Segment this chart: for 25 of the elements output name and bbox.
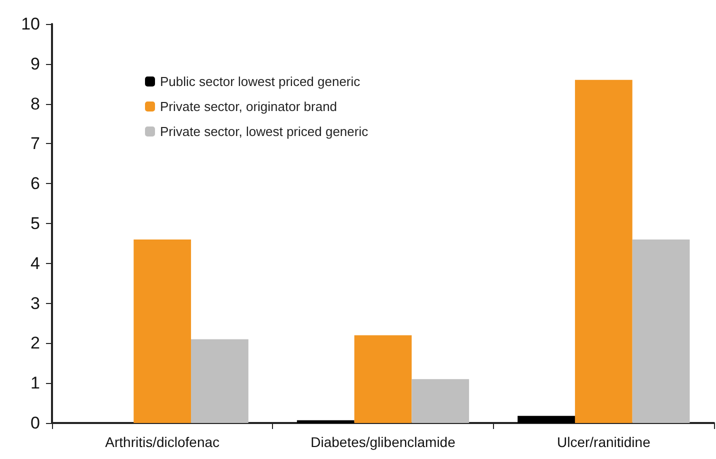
y-tick-label: 1	[30, 374, 40, 393]
y-tick-label: 10	[21, 14, 40, 34]
x-tick-label: Diabetes/glibenclamide	[310, 434, 456, 450]
bar	[354, 335, 412, 423]
bar	[134, 239, 192, 423]
y-tick-label: 9	[30, 54, 40, 74]
legend-label: Private sector, originator brand	[160, 99, 338, 114]
y-tick-label: 2	[30, 334, 40, 353]
y-tick-label: 7	[30, 134, 40, 154]
x-tick-label: Arthritis/diclofenac	[105, 434, 220, 450]
y-tick-label: 0	[30, 414, 40, 432]
bar	[412, 379, 470, 423]
y-tick-label: 5	[30, 214, 40, 233]
bar	[574, 80, 632, 423]
y-tick-label: 6	[30, 174, 40, 194]
bar	[191, 339, 248, 423]
legend-label: Public sector lowest priced generic	[160, 74, 361, 89]
bar	[632, 239, 690, 423]
x-tick-label: Ulcer/ranitidine	[556, 434, 651, 450]
bar	[518, 416, 575, 423]
y-tick-label: 4	[30, 254, 40, 273]
y-tick-label: 8	[30, 94, 40, 114]
y-tick-label: 3	[30, 294, 40, 313]
legend-label: Private sector, lowest priced generic	[160, 124, 369, 139]
bar	[296, 420, 354, 423]
